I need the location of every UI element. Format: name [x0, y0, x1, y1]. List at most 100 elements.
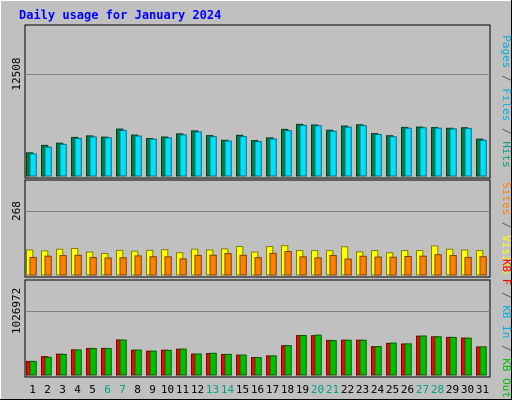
bar-files-day-22: [344, 126, 352, 177]
x-tick-label-day-17: 17: [266, 383, 279, 396]
panel-visits: 268 Sites / Visits: [10, 179, 512, 278]
bar-kb-out-day-5: [89, 347, 97, 376]
bar-kb-out-day-2: [44, 356, 52, 376]
panel-hits-legend-item: /: [500, 121, 512, 141]
x-tick-label-day-12: 12: [191, 383, 204, 396]
bar-kb-out-day-19: [299, 335, 307, 376]
panel-kbytes-legend-item: /: [500, 285, 512, 305]
bar-files-day-29: [449, 128, 457, 177]
panel-kbytes-legend-item: KB Out: [500, 358, 512, 398]
x-tick-label-day-18: 18: [281, 383, 294, 396]
x-tick-label-day-16: 16: [251, 383, 264, 396]
bar-files-day-12: [194, 131, 202, 177]
panel-visits-y-max-label: 268: [10, 201, 23, 221]
bar-files-day-27: [419, 127, 427, 177]
bar-sites-day-10: [164, 256, 172, 276]
bar-kb-out-day-20: [314, 334, 322, 376]
bar-sites-day-29: [449, 255, 457, 276]
x-tick-label-day-28: 28: [431, 383, 444, 396]
bar-sites-day-4: [74, 254, 82, 276]
bar-files-day-30: [464, 127, 472, 177]
bar-files-day-21: [329, 130, 337, 177]
bar-files-day-7: [119, 129, 127, 177]
x-tick-label-day-24: 24: [371, 383, 385, 396]
bar-kb-out-day-18: [284, 345, 292, 376]
bar-kb-out-day-3: [59, 353, 67, 376]
bar-kb-out-day-9: [149, 350, 157, 376]
bar-sites-day-18: [284, 251, 292, 276]
series-sites: [29, 251, 487, 276]
panel-hits-legend-item: Hits: [500, 141, 512, 168]
bar-sites-day-9: [149, 256, 157, 276]
x-tick-label-day-27: 27: [416, 383, 429, 396]
bar-kb-out-day-8: [134, 349, 142, 376]
bar-sites-day-24: [374, 256, 382, 276]
panel-hits-legend-item: Files: [500, 88, 512, 121]
bar-kb-out-day-14: [224, 353, 232, 376]
bar-kb-out-day-4: [74, 349, 82, 376]
x-tick-label-day-25: 25: [386, 383, 399, 396]
bar-sites-day-26: [404, 255, 412, 276]
bar-files-day-18: [284, 130, 292, 177]
bar-kb-out-day-15: [239, 354, 247, 376]
x-tick-label-day-31: 31: [476, 383, 489, 396]
x-tick-label-day-7: 7: [119, 383, 126, 396]
bar-files-day-24: [374, 134, 382, 177]
bar-sites-day-25: [389, 256, 397, 276]
bar-kb-out-day-31: [479, 346, 487, 376]
bar-kb-out-day-29: [449, 336, 457, 376]
bar-files-day-28: [434, 127, 442, 177]
bar-sites-day-7: [119, 257, 127, 276]
panel-hits-legend-item: /: [500, 68, 512, 88]
bar-sites-day-17: [269, 252, 277, 276]
bar-kb-out-day-23: [359, 339, 367, 376]
bar-files-day-6: [104, 137, 112, 177]
bar-files-day-10: [164, 137, 172, 177]
bar-files-day-1: [29, 153, 37, 177]
panel-visits-legend: Sites / Visits: [500, 182, 512, 275]
x-tick-label-day-8: 8: [134, 383, 141, 396]
bar-sites-day-31: [479, 256, 487, 276]
bar-files-day-2: [44, 146, 52, 177]
bar-files-day-25: [389, 136, 397, 177]
x-tick-label-day-1: 1: [29, 383, 36, 396]
panel-hits-legend: Pages / Files / Hits: [500, 35, 512, 168]
x-tick-label-day-2: 2: [44, 383, 51, 396]
bar-sites-day-23: [359, 255, 367, 276]
bar-files-day-13: [209, 136, 217, 177]
bar-sites-day-8: [134, 255, 142, 276]
panel-visits-legend-item: /: [500, 215, 512, 235]
x-tick-label-day-20: 20: [311, 383, 324, 396]
bar-sites-day-11: [179, 258, 187, 276]
bar-kb-out-day-28: [434, 336, 442, 376]
bar-sites-day-13: [209, 254, 217, 276]
bar-files-day-8: [134, 135, 142, 177]
bar-kb-out-day-7: [119, 339, 127, 376]
bar-kb-out-day-1: [29, 360, 37, 376]
x-tick-label-day-26: 26: [401, 383, 414, 396]
bar-sites-day-20: [314, 257, 322, 276]
bar-kb-out-day-17: [269, 355, 277, 376]
panel-kbytes-y-max-label: 1026972: [10, 288, 23, 334]
x-tick-label-day-4: 4: [74, 383, 81, 396]
bar-kb-out-day-26: [404, 343, 412, 376]
bar-sites-day-19: [299, 256, 307, 276]
bar-kb-out-day-30: [464, 337, 472, 376]
bar-sites-day-16: [254, 257, 262, 276]
bar-sites-day-22: [344, 258, 352, 276]
x-tick-label-day-6: 6: [104, 383, 111, 396]
x-tick-label-day-30: 30: [461, 383, 474, 396]
panel-hits: 12508 Pages / Files / Hits: [10, 24, 512, 179]
bar-kb-out-day-21: [329, 340, 337, 376]
panel-hits-legend-item: Pages: [500, 35, 512, 68]
x-tick-label-day-19: 19: [296, 383, 309, 396]
bar-files-day-16: [254, 141, 262, 177]
x-tick-label-day-3: 3: [59, 383, 66, 396]
x-tick-label-day-22: 22: [341, 383, 354, 396]
bar-kb-out-day-13: [209, 352, 217, 376]
panel-kbytes-legend-item: KB In: [500, 305, 512, 338]
